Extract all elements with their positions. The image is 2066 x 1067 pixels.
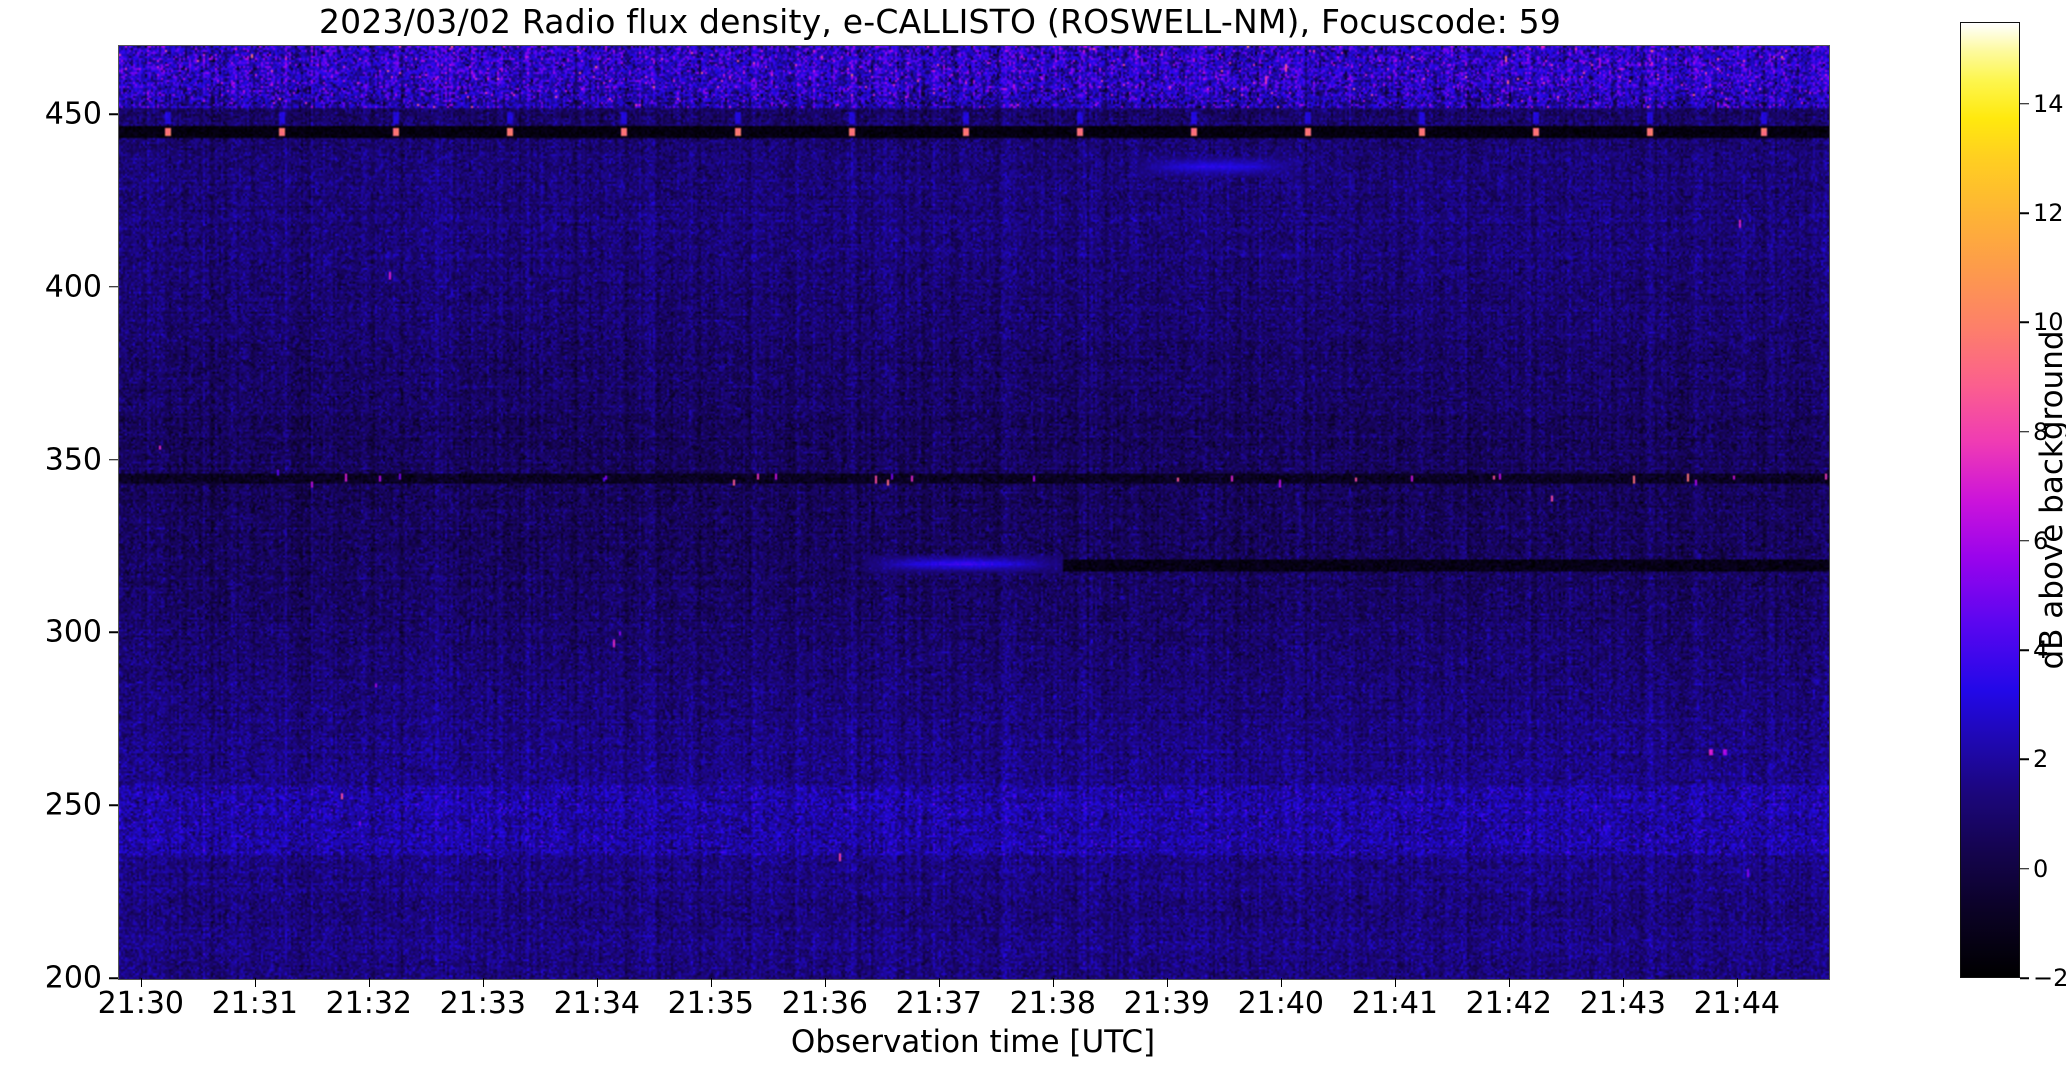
colorbar-tick-mark [2020, 758, 2029, 761]
x-tick-mark [140, 978, 143, 987]
y-tick-mark [109, 804, 118, 806]
x-tick-mark [1622, 978, 1625, 987]
x-tick-mark [1166, 978, 1169, 987]
x-tick-mark [596, 978, 599, 987]
chart-title: 2023/03/02 Radio flux density, e-CALLIST… [318, 2, 1562, 41]
y-tick-label: 200 [44, 960, 102, 996]
colorbar-tick-label: 6 [2033, 526, 2049, 555]
x-tick-mark [368, 978, 371, 987]
x-tick-label: 21:44 [1693, 986, 1781, 1021]
x-tick-label: 21:40 [1237, 986, 1325, 1021]
colorbar-tick-mark [2020, 649, 2029, 651]
colorbar-tick-label: 10 [2033, 308, 2064, 337]
x-tick-label: 21:33 [439, 986, 527, 1021]
x-tick-label: 21:31 [211, 986, 299, 1021]
x-tick-label: 21:41 [1351, 986, 1439, 1021]
y-tick-label: 250 [44, 787, 102, 823]
x-tick-label: 21:38 [1009, 986, 1097, 1021]
colorbar-tick-mark [2020, 867, 2029, 870]
spectrogram-image [119, 46, 1829, 979]
colorbar-tick-label: 0 [2033, 854, 2049, 883]
x-tick-label: 21:39 [1123, 986, 1211, 1021]
x-tick-mark [824, 978, 827, 987]
x-axis-label: Observation time [UTC] [790, 1024, 1156, 1060]
x-tick-label: 21:35 [667, 986, 755, 1021]
colorbar-tick-mark [2020, 103, 2029, 105]
x-tick-label: 21:43 [1579, 986, 1667, 1021]
y-tick-mark [109, 113, 118, 115]
colorbar-tick-label: −2 [2033, 964, 2066, 992]
x-tick-label: 21:32 [325, 986, 413, 1021]
colorbar-tick-mark [2020, 321, 2029, 324]
y-tick-label: 300 [44, 614, 102, 650]
x-tick-label: 21:37 [895, 986, 983, 1021]
x-tick-mark [938, 978, 941, 987]
x-tick-mark [1280, 978, 1283, 987]
y-tick-label: 350 [44, 442, 102, 478]
x-tick-label: 21:30 [97, 986, 185, 1021]
x-tick-mark [254, 978, 257, 987]
colorbar-tick-mark [2020, 540, 2029, 542]
y-tick-label: 450 [44, 96, 102, 132]
y-tick-mark [109, 631, 118, 634]
colorbar-tick-mark [2020, 430, 2029, 433]
colorbar-gradient [1960, 22, 2020, 978]
spectrogram-plot-area [118, 45, 1830, 980]
y-tick-label: 400 [44, 269, 102, 305]
y-tick-mark [109, 458, 118, 461]
x-tick-mark [1508, 978, 1511, 987]
colorbar-label: dB above background [2034, 330, 2066, 670]
colorbar-tick-mark [2020, 212, 2029, 214]
y-tick-mark [109, 977, 118, 979]
colorbar-tick-mark [2020, 977, 2029, 979]
y-tick-mark [109, 286, 118, 288]
colorbar-tick-label: 2 [2033, 745, 2049, 774]
colorbar-tick-label: 8 [2033, 417, 2049, 446]
x-tick-mark [1736, 978, 1739, 987]
x-tick-mark [482, 978, 485, 987]
colorbar-tick-label: 4 [2033, 636, 2049, 665]
colorbar-tick-label: 12 [2033, 199, 2064, 228]
x-tick-mark [710, 978, 713, 987]
x-tick-mark [1394, 978, 1397, 987]
x-tick-mark [1052, 978, 1055, 987]
colorbar-tick-label: 14 [2033, 89, 2064, 118]
x-tick-label: 21:36 [781, 986, 869, 1021]
x-tick-label: 21:42 [1465, 986, 1553, 1021]
x-tick-label: 21:34 [553, 986, 641, 1021]
